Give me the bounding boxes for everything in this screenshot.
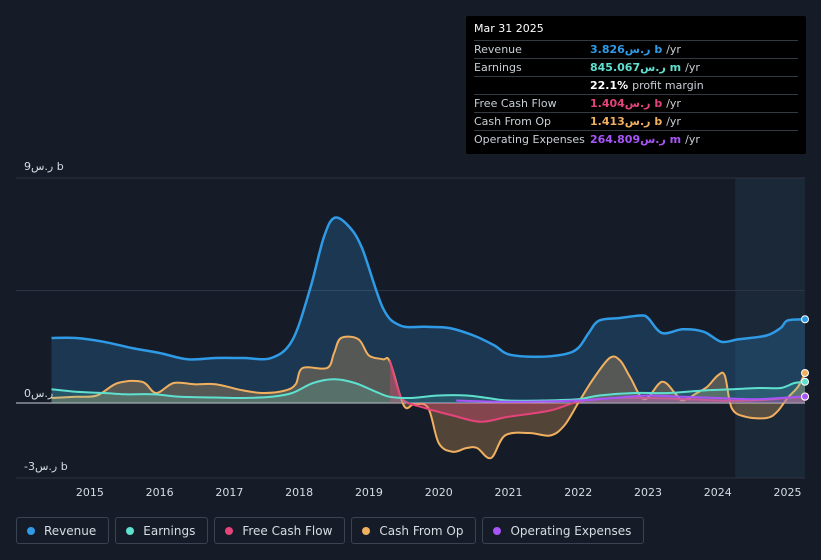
legend-label: Cash From Op — [379, 523, 464, 538]
tooltip-value: 3.826ر.س b — [590, 43, 663, 56]
tooltip-label: Revenue — [474, 43, 522, 56]
legend-dot-icon — [27, 526, 35, 535]
cash-from-op-area — [51, 336, 805, 459]
legend-dot-icon — [362, 526, 371, 535]
tooltip-row-free-cash-flow: Free Cash Flow 1.404ر.س b /yr — [474, 95, 798, 113]
tooltip-label: Earnings — [474, 61, 522, 74]
tooltip-value: 1.404ر.س b — [590, 97, 663, 110]
x-tick-label: 2025 — [774, 486, 802, 499]
operating-expenses-area — [456, 395, 805, 403]
legend: Revenue Earnings Free Cash Flow Cash Fro… — [16, 517, 645, 544]
tooltip-unit: /yr — [685, 133, 700, 146]
tooltip-value: 22.1% — [590, 79, 629, 92]
tooltip-unit: profit margin — [632, 79, 704, 92]
legend-dot-icon — [493, 526, 502, 535]
tooltip-label: Operating Expenses — [474, 133, 585, 146]
legend-item-earnings[interactable]: Earnings — [115, 517, 209, 544]
tooltip-unit: /yr — [666, 97, 681, 110]
free-cash-flow-line — [388, 360, 806, 423]
legend-item-free-cash-flow[interactable]: Free Cash Flow — [214, 517, 346, 544]
tooltip-label: Cash From Op — [474, 115, 552, 128]
chart-svg: 9ر.س b 0ر.س -3ر.س b 2015 2016 2017 2018 2019 202… — [16, 160, 809, 499]
earnings-line — [51, 378, 806, 402]
x-tick-label: 2016 — [146, 486, 174, 499]
tooltip: Mar 31 2025 Revenue 3.826ر.س b /yr Earni… — [466, 16, 806, 154]
legend-dot-icon — [225, 526, 234, 535]
x-tick-label: 2022 — [564, 486, 592, 499]
cash-from-op-line — [51, 335, 806, 460]
legend-item-operating-expenses[interactable]: Operating Expenses — [482, 517, 645, 544]
earnings-end-marker — [801, 377, 809, 386]
legend-label: Revenue — [44, 523, 97, 538]
legend-label: Earnings — [143, 523, 196, 538]
operating-expenses-end-marker — [801, 392, 809, 401]
x-tick-label: 2019 — [355, 486, 383, 499]
tooltip-value: 845.067ر.س m — [590, 61, 682, 74]
revenue-area — [51, 217, 805, 403]
x-tick-label: 2020 — [425, 486, 453, 499]
tooltip-row-operating-expenses: Operating Expenses 264.809ر.س m /yr — [474, 131, 798, 148]
revenue-end-marker — [801, 315, 809, 324]
operating-expenses-line — [456, 394, 806, 403]
y-axis-label: 0ر.س — [24, 387, 53, 400]
x-tick-label: 2018 — [285, 486, 313, 499]
free-cash-flow-area — [389, 360, 805, 422]
legend-item-revenue[interactable]: Revenue — [16, 517, 110, 544]
tooltip-unit: /yr — [666, 43, 681, 56]
legend-label: Free Cash Flow — [242, 523, 333, 538]
forecast-shade — [735, 178, 805, 478]
legend-item-cash-from-op[interactable]: Cash From Op — [351, 517, 477, 544]
tooltip-date: Mar 31 2025 — [474, 22, 798, 41]
tooltip-row-earnings: Earnings 845.067ر.س m /yr — [474, 59, 798, 77]
cash-from-op-end-marker — [801, 369, 809, 377]
x-tick-label: 2024 — [704, 486, 732, 499]
x-tick-label: 2017 — [215, 486, 243, 499]
tooltip-row-cash-from-op: Cash From Op 1.413ر.س b /yr — [474, 113, 798, 131]
y-axis-label: -3ر.س b — [24, 460, 68, 473]
y-axis-label: 9ر.س b — [24, 160, 64, 173]
revenue-line — [51, 216, 806, 361]
legend-dot-icon — [126, 526, 135, 535]
tooltip-unit: /yr — [685, 61, 700, 74]
x-tick-label: 2023 — [634, 486, 662, 499]
tooltip-value: 1.413ر.س b — [590, 115, 663, 128]
tooltip-value: 264.809ر.س m — [590, 133, 682, 146]
tooltip-unit: /yr — [666, 115, 681, 128]
legend-label: Operating Expenses — [510, 523, 632, 538]
tooltip-row-profit-margin: 22.1% profit margin — [474, 77, 798, 95]
x-tick-label: 2021 — [494, 486, 522, 499]
tooltip-row-revenue: Revenue 3.826ر.س b /yr — [474, 41, 798, 59]
tooltip-label: Free Cash Flow — [474, 97, 557, 110]
x-tick-label: 2015 — [76, 486, 104, 499]
